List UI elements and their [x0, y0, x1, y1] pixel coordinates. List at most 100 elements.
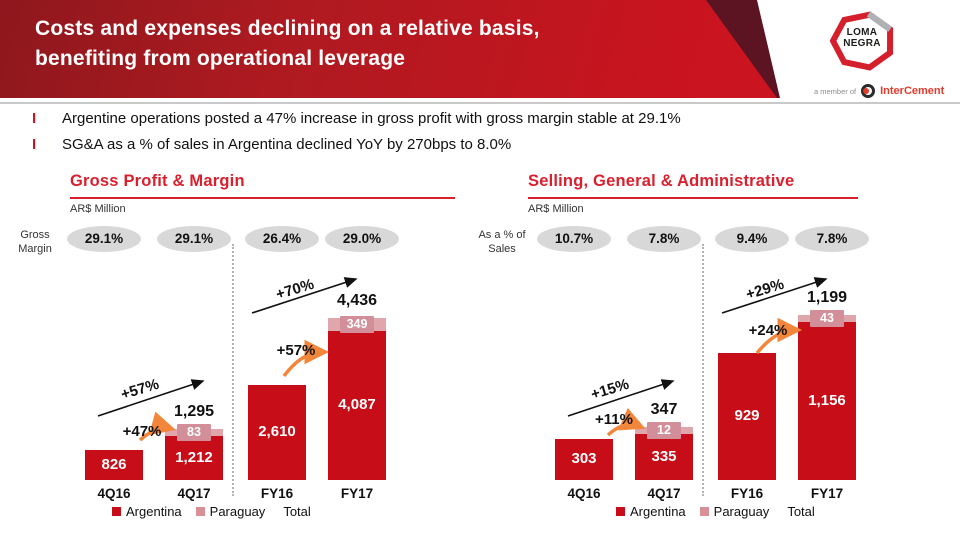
ratio-oval: 7.8% — [627, 226, 701, 252]
bar-plot-area: 303 4Q16 12 335 347 4Q17 929 FY16 43 1,156 1,199 FY… — [470, 170, 960, 501]
bullet-item: I Argentine operations posted a 47% incr… — [32, 110, 812, 128]
intercement-wordmark: InterCement — [880, 85, 945, 97]
category-label: 4Q17 — [647, 486, 681, 501]
bar-fy17: 43 1,156 — [798, 309, 856, 480]
bullet-item: I SG&A as a % of sales in Argentina decl… — [32, 136, 812, 154]
chart-units-label: AR$ Million — [70, 203, 126, 215]
category-label: FY16 — [260, 486, 294, 501]
paraguay-value-chip: 12 — [647, 422, 681, 440]
category-label: FY16 — [730, 486, 764, 501]
slide-title-line1: Costs and expenses declining on a relati… — [35, 17, 540, 40]
chart-title: Gross Profit & Margin — [70, 172, 245, 190]
intercement-icon — [861, 84, 876, 98]
slide-title: Costs and expenses declining on a relati… — [35, 14, 540, 74]
chart-title: Selling, General & Administrative — [528, 172, 795, 190]
bar-4q17: 12 335 — [635, 422, 693, 480]
bar-segment-argentina — [328, 330, 386, 480]
category-label: FY17 — [810, 486, 844, 501]
member-line: a member of InterCement — [814, 84, 944, 98]
paraguay-value-chip: 83 — [177, 423, 211, 441]
total-value-label: 1,199 — [806, 288, 848, 306]
ratio-row-label: As a % of Sales — [478, 229, 526, 255]
legend-label-total: Total — [283, 504, 311, 519]
header-divider — [0, 102, 960, 104]
bar-segment-argentina — [555, 438, 613, 480]
total-value-label: 4,436 — [336, 292, 378, 309]
bar-plot-area: 826 4Q16 83 1,212 1,295 4Q17 2,610 FY16 349 4,087… — [0, 170, 480, 501]
ratio-oval: 10.7% — [537, 226, 611, 252]
chart-title-underline — [70, 197, 455, 199]
legend-swatch-argentina — [616, 507, 625, 516]
argentina-value-label: 2,610 — [258, 423, 296, 441]
legend-label-total: Total — [787, 504, 815, 519]
growth-label-fy-orange: +57% — [276, 342, 316, 359]
bar-segment-argentina — [798, 321, 856, 480]
bullet-list: I Argentine operations posted a 47% incr… — [32, 110, 812, 162]
legend-label-paraguay: Paraguay — [713, 504, 770, 519]
ratio-oval: 26.4% — [245, 226, 319, 252]
bar-4q16: 826 — [85, 449, 143, 480]
ratio-row-label: Gross Margin — [18, 229, 52, 255]
legend-swatch-paraguay — [699, 507, 709, 516]
ratio-oval: 29.1% — [67, 226, 141, 252]
chart-legend: Argentina Paraguay Total — [616, 504, 815, 519]
bullet-marker: I — [32, 110, 37, 127]
ratio-oval: 29.0% — [325, 226, 399, 252]
category-label: 4Q17 — [177, 486, 211, 501]
growth-label-quarter-orange: +47% — [122, 423, 162, 440]
legend-swatch-argentina — [112, 507, 121, 516]
bar-fy16: 2,610 — [248, 384, 306, 480]
legend-label-argentina: Argentina — [126, 504, 182, 519]
quarter-fy-separator — [702, 244, 704, 496]
logo-word-loma: LOMA — [846, 27, 878, 38]
total-value-label: 1,295 — [173, 402, 215, 420]
bullet-marker: I — [32, 136, 37, 153]
header-banner: Costs and expenses declining on a relati… — [0, 0, 777, 98]
loma-negra-heptagon-icon — [830, 11, 894, 71]
bar-4q17: 83 1,212 — [165, 423, 223, 480]
loma-negra-wordmark: LOMA NEGRA — [830, 27, 894, 49]
growth-label-quarter-orange: +11% — [595, 411, 633, 428]
chart-legend: Argentina Paraguay Total — [112, 504, 311, 519]
bar-4q16: 303 — [555, 438, 613, 480]
argentina-value-label: 303 — [571, 450, 597, 468]
bar-segment-argentina — [718, 352, 776, 480]
category-label: 4Q16 — [567, 486, 601, 501]
bar-fy16: 929 — [718, 352, 776, 480]
bar-segment-argentina — [635, 434, 693, 480]
paraguay-value-chip: 43 — [810, 309, 844, 327]
bar-segment-argentina — [165, 435, 223, 480]
loma-negra-logo: LOMA NEGRA — [830, 7, 896, 71]
bar-segment-argentina — [248, 384, 306, 480]
argentina-value-label: 335 — [651, 448, 677, 466]
bullet-text-1: Argentine operations posted a 47% increa… — [62, 110, 681, 127]
argentina-value-label: 1,156 — [808, 392, 846, 409]
category-label: 4Q16 — [97, 486, 131, 501]
argentina-value-label: 826 — [101, 455, 127, 473]
legend-label-paraguay: Paraguay — [209, 504, 266, 519]
growth-label-fy-orange: +24% — [748, 322, 788, 339]
argentina-value-label: 4,087 — [338, 396, 376, 414]
ratio-oval: 9.4% — [715, 226, 789, 252]
bullet-text-2: SG&A as a % of sales in Argentina declin… — [62, 136, 512, 153]
chart-title-underline — [528, 197, 858, 199]
paraguay-value-chip: 349 — [340, 315, 374, 333]
ratio-oval: 29.1% — [157, 226, 231, 252]
member-of-text: a member of — [814, 86, 857, 96]
slide-title-line2: benefiting from operational leverage — [35, 47, 406, 70]
legend-swatch-paraguay — [195, 507, 205, 516]
category-label: FY17 — [340, 486, 374, 501]
intercement-icon-dot — [863, 88, 870, 94]
argentina-value-label: 1,212 — [175, 448, 213, 466]
chart-units-label: AR$ Million — [528, 203, 584, 215]
quarter-fy-separator — [232, 244, 234, 496]
argentina-value-label: 929 — [734, 407, 760, 425]
bar-segment-argentina — [85, 449, 143, 480]
legend-label-argentina: Argentina — [630, 504, 686, 519]
ratio-oval: 7.8% — [795, 226, 869, 252]
chart-gross-profit-margin: Gross Profit & Margin AR$ Million Gross … — [0, 170, 480, 540]
logo-word-negra: NEGRA — [843, 38, 881, 49]
bar-fy17: 349 4,087 — [328, 315, 386, 480]
chart-sga: Selling, General & Administrative AR$ Mi… — [470, 170, 960, 540]
